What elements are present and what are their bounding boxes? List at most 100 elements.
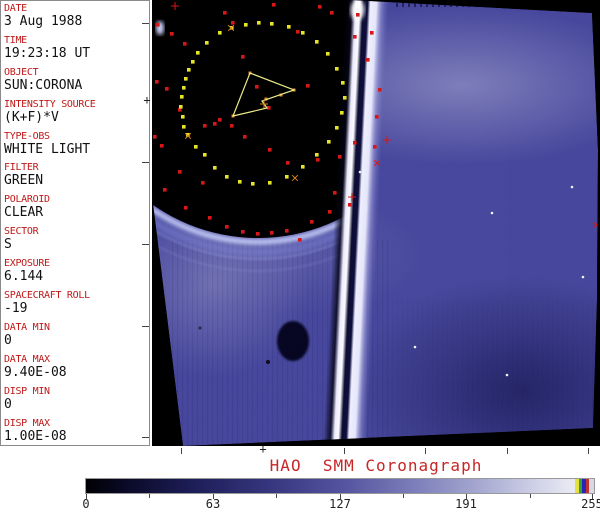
yellow-ring-dot: [301, 31, 305, 35]
yellow-ring-dot: [340, 111, 344, 115]
yellow-ring-dot: [205, 41, 209, 45]
red-fiducial-dot: [225, 225, 229, 229]
yellow-ring-dot: [270, 22, 274, 26]
yellow-ring-dot: [238, 180, 242, 184]
colorbar-major-tick: [340, 494, 341, 499]
red-fiducial-dot: [370, 31, 374, 35]
yellow-ring-dot: [182, 125, 186, 129]
field-value: WHITE LIGHT: [4, 141, 91, 157]
x-marker: [184, 132, 192, 140]
left-axis-tick: [142, 326, 149, 327]
star-speck: [570, 185, 574, 189]
x-marker: [373, 159, 381, 167]
field-value: (K+F)*V: [4, 109, 59, 125]
metadata-field: DATA MAX 9.40E-08: [4, 354, 149, 386]
plus-marker: [348, 193, 356, 201]
metadata-field: DISP MAX 1.00E-08: [4, 418, 149, 445]
marker-line: [184, 132, 192, 140]
colorbar-saturation-stripe: [579, 479, 582, 493]
red-fiducial-dot: [298, 238, 302, 242]
red-fiducial-dot: [160, 144, 164, 148]
colorbar-major-tick: [213, 494, 214, 499]
diffraction-ring-1: [152, 0, 380, 260]
metadata-field: FILTER GREEN: [4, 162, 149, 194]
metadata-field: EXPOSURE 6.144: [4, 258, 149, 290]
field-label: SPACECRAFT ROLL: [4, 290, 90, 302]
metadata-field: DATE 3 Aug 1988: [4, 3, 149, 35]
colorbar-tick-label: 191: [455, 497, 477, 511]
red-fiducial-dot: [310, 220, 314, 224]
yellow-ring-dot: [181, 115, 185, 119]
field-value: -19: [4, 301, 28, 317]
metadata-field: INTENSITY SOURCE (K+F)*V: [4, 99, 149, 131]
colorbar-saturation-stripe: [589, 479, 594, 493]
red-fiducial-dot: [201, 181, 205, 185]
red-fiducial-dot: [184, 206, 188, 210]
plus-marker: [383, 136, 391, 144]
yellow-ring-dot: [315, 153, 319, 157]
colorbar-major-tick: [86, 494, 87, 499]
star-speck: [413, 345, 417, 349]
red-fiducial-dot: [178, 170, 182, 174]
yellow-ring-dot: [326, 52, 330, 56]
x-marker: [227, 24, 235, 32]
field-label: POLAROID: [4, 194, 50, 206]
field-value: S: [4, 237, 12, 253]
yellow-ring-dot: [191, 60, 195, 64]
colorbar-major-tick: [592, 494, 593, 499]
yellow-ring-dot: [287, 25, 291, 29]
marker-line: [373, 159, 381, 167]
red-fiducial-dot: [241, 55, 245, 59]
x-marker: [291, 174, 299, 182]
colorbar-tick-label: 0: [82, 497, 90, 511]
pylon-streak: [322, 0, 390, 446]
plus-marker: [260, 100, 268, 108]
field-label: DATA MIN: [4, 321, 50, 333]
red-fiducial-dot: [213, 122, 217, 126]
colorbar-minor-tick: [403, 494, 404, 498]
red-fiducial-dot: [353, 35, 357, 39]
red-fiducial-dot: [328, 210, 332, 214]
bottom-axis-tick: [344, 448, 345, 454]
field-value: 1.00E-08: [4, 428, 67, 444]
field-value: 0: [4, 332, 12, 348]
red-fiducial-dot: [241, 230, 245, 234]
colorbar-minor-tick: [276, 494, 277, 498]
colorbar-major-tick: [466, 494, 467, 499]
yellow-ring-dot: [225, 175, 229, 179]
red-fiducial-dot: [348, 203, 352, 207]
yellow-ring-dot: [257, 21, 261, 25]
bottom-axis-tick: [181, 448, 182, 454]
red-fiducial-dot: [318, 5, 322, 9]
red-fiducial-dot: [255, 85, 259, 89]
red-fiducial-dot: [366, 58, 370, 62]
yellow-ring-dot: [179, 105, 183, 109]
bottom-axis-tick: [507, 448, 508, 454]
field-label: TYPE-OBS: [4, 130, 50, 142]
yellow-ring-dot: [268, 181, 272, 185]
yellow-ring-dot: [187, 68, 191, 72]
metadata-field: DATA MIN 0: [4, 322, 149, 354]
field-label: OBJECT: [4, 66, 39, 78]
red-fiducial-dot: [373, 145, 377, 149]
red-fiducial-dot: [231, 21, 235, 25]
disk-limb-glow: [152, 0, 380, 245]
yellow-ring-dot: [341, 81, 345, 85]
red-fiducial-dot: [178, 108, 182, 112]
metadata-field: SPACECRAFT ROLL -19: [4, 290, 149, 322]
yellow-ring-dot: [251, 182, 255, 186]
red-fiducial-dot: [330, 11, 334, 15]
red-fiducial-dot: [208, 216, 212, 220]
field-value: 3 Aug 1988: [4, 14, 83, 29]
yellow-ring-dot: [196, 51, 200, 55]
red-fiducial-dot: [223, 11, 227, 15]
field-label: FILTER: [4, 162, 39, 174]
dark-speck: [198, 326, 202, 330]
bottom-axis-tick: [588, 448, 589, 454]
colorbar-tick-label: 255: [581, 497, 600, 511]
red-fiducial-dot: [268, 148, 272, 152]
field-value: 6.144: [4, 269, 44, 285]
coronagraph-image: [152, 0, 600, 446]
dark-speck: [266, 360, 270, 364]
metadata-field: TIME 19:23:18 UT: [4, 35, 149, 67]
